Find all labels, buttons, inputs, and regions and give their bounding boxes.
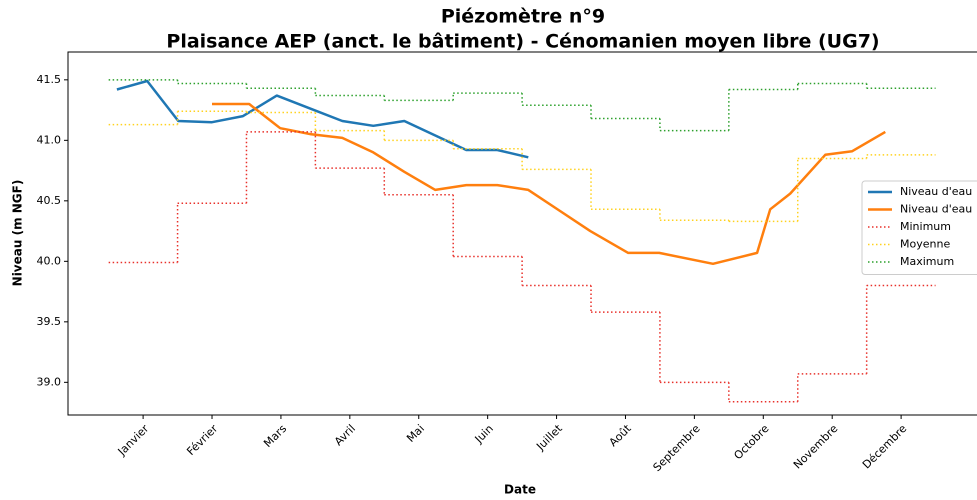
x-tick-label: Juin xyxy=(472,422,496,446)
legend-box xyxy=(861,180,977,275)
y-tick-label: 41.0 xyxy=(37,133,62,146)
plot-frame xyxy=(67,51,977,416)
x-tick-label: Octobre xyxy=(731,422,771,462)
x-tick-label: Novembre xyxy=(791,422,841,472)
chart-title: Piézomètre n°9 xyxy=(441,6,605,28)
x-tick-label: Août xyxy=(607,422,635,450)
x-axis-label: Date xyxy=(504,483,536,497)
legend-label: Niveau d'eau xyxy=(900,203,972,216)
x-tick-label: Décembre xyxy=(860,422,910,472)
legend-label: Maximum xyxy=(900,255,954,268)
data-line xyxy=(116,79,529,159)
x-tick-label: Juillet xyxy=(533,422,565,454)
x-tick-label: Mai xyxy=(404,422,427,445)
y-axis-label: Niveau (m NGF) xyxy=(11,180,25,287)
x-tick-label: Février xyxy=(184,422,220,458)
x-tick-label: Septembre xyxy=(651,422,703,474)
data-line xyxy=(212,102,886,266)
legend-label: Niveau d'eau xyxy=(900,185,972,198)
x-tick-label: Janvier xyxy=(115,422,152,459)
y-tick-label: 40.0 xyxy=(37,254,62,267)
legend-label: Moyenne xyxy=(900,238,950,251)
chart-subtitle: Plaisance AEP (anct. le bâtiment) - Céno… xyxy=(166,31,879,53)
y-tick-label: 40.5 xyxy=(37,194,62,207)
y-tick-label: 39.0 xyxy=(37,375,62,388)
y-tick-label: 41.5 xyxy=(37,73,62,86)
legend-label: Minimum xyxy=(900,220,951,233)
x-tick-label: Mars xyxy=(261,422,289,450)
x-tick-label: Avril xyxy=(332,422,358,448)
y-tick-label: 39.5 xyxy=(37,315,62,328)
